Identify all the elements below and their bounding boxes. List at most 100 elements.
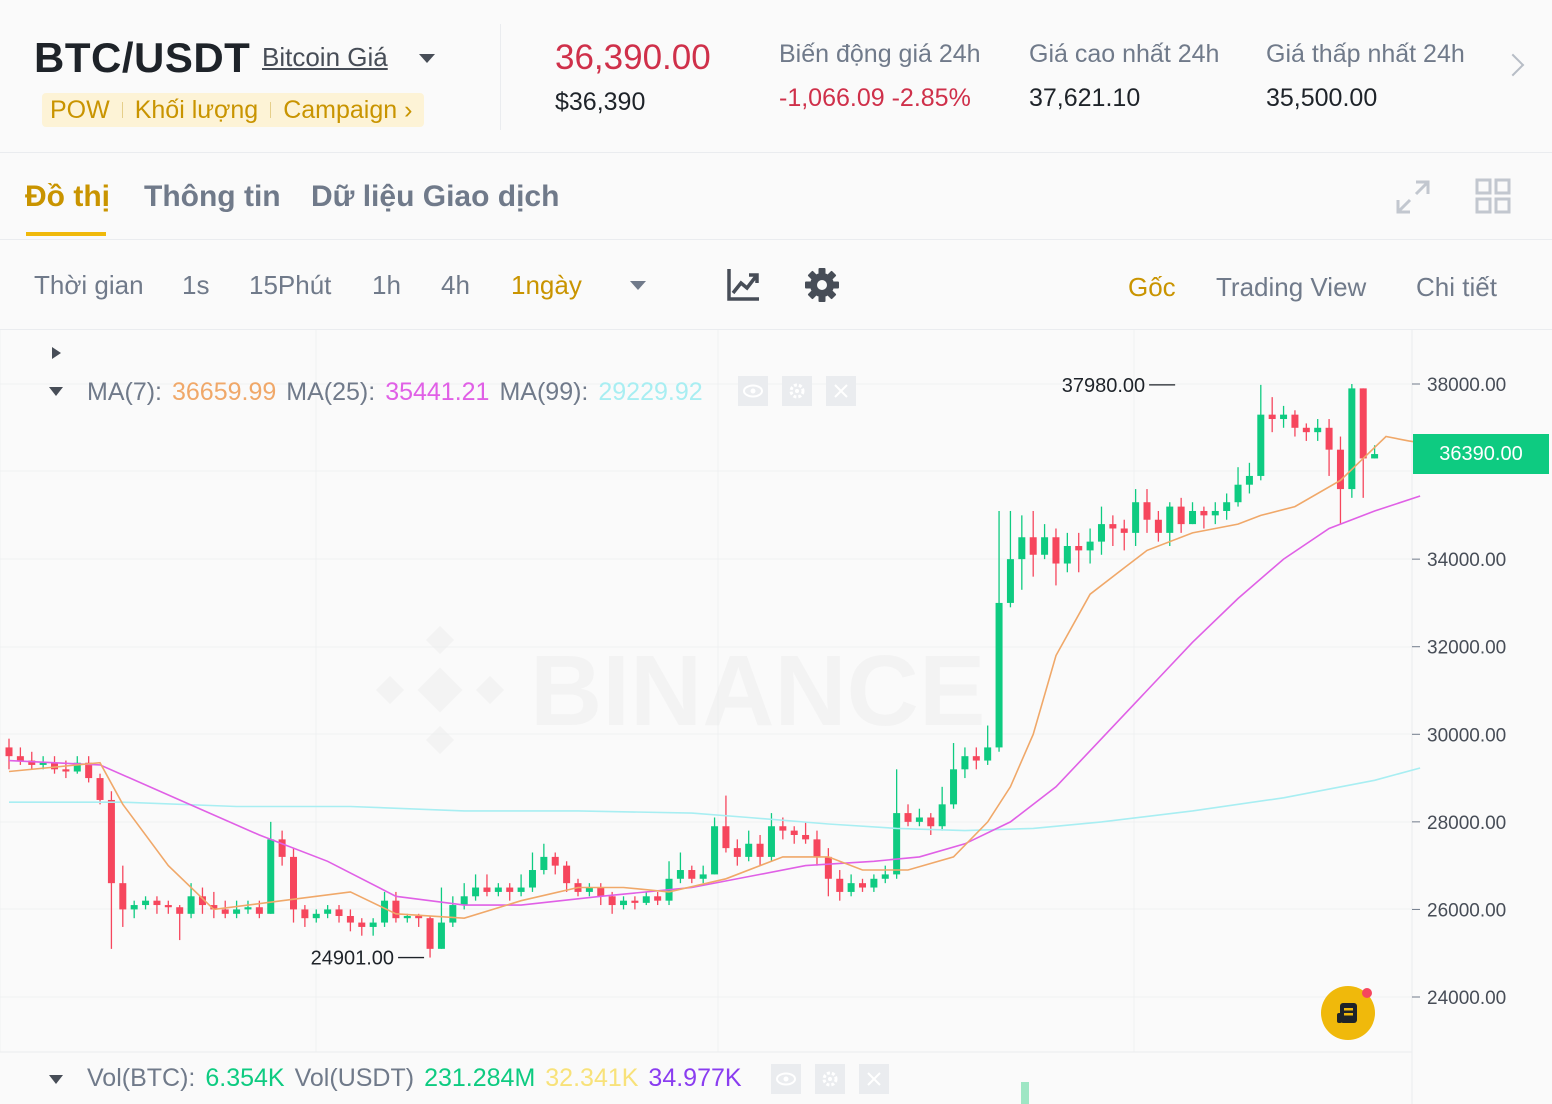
candle-down [927,817,935,827]
view-tradingview[interactable]: Trading View [1216,272,1367,302]
candle-up [1166,506,1174,533]
stat-label-high: Giá cao nhất 24h [1029,40,1220,68]
collapse-toggle-icon[interactable] [50,344,64,362]
candle-down [176,907,184,914]
tag-pow[interactable]: POW [50,95,110,124]
notification-dot [1362,988,1372,998]
expand-icon[interactable] [1394,178,1432,216]
ma-legend-toggle-icon[interactable] [48,385,64,399]
candle-down [756,843,764,857]
vol-usdt-value: 231.284M [424,1064,536,1092]
last-price-usd: $36,390 [555,88,646,116]
interval-1h[interactable]: 1h [372,270,401,300]
candle-down [107,799,115,884]
candle-down [1075,546,1083,551]
view-original[interactable]: Gốc [1128,272,1176,302]
candle-down [16,756,24,761]
candle-up [1211,510,1219,516]
grid-layout-icon[interactable] [1475,178,1511,214]
candle-down [96,778,104,800]
candle-down [722,826,730,849]
settings-gear-icon[interactable] [803,266,841,304]
binance-watermark: BINANCE [375,625,986,755]
vol-btc-value: 6.354K [205,1064,285,1092]
candle-up [403,915,411,919]
tab-active-indicator [26,232,106,236]
candle-up [1063,546,1071,564]
candle-down [972,756,980,761]
candle-down [1177,506,1185,525]
candle-down [278,839,286,857]
candle-down [164,905,172,908]
stat-label-low: Giá thấp nhất 24h [1266,40,1465,68]
candle-up [73,762,81,772]
candle-up [494,887,502,892]
market-header [0,0,1552,153]
candle-down [836,878,844,892]
ma7-value: 36659.99 [172,378,277,406]
candle-down [153,900,161,906]
candle-up [1348,388,1356,490]
view-depth[interactable]: Chi tiết [1416,272,1497,302]
candle-up [711,826,719,875]
candle-down [198,896,206,906]
candle-down [1029,537,1037,555]
price-axis: 24000.00 26000.00 28000.00 30000.00 32000.00… [1412,375,1506,1009]
indicator-settings-icon[interactable] [782,376,812,406]
close-icon[interactable] [826,376,856,406]
annotation-label: 37980.00 [1062,375,1145,397]
candle-up [893,813,901,875]
candle-up [1086,541,1094,551]
eye-icon[interactable] [738,376,768,406]
candle-up [881,874,889,879]
interval-dropdown-icon[interactable] [630,281,646,290]
interval-label: Thời gian [34,270,144,300]
indicator-icon[interactable] [725,267,761,303]
chevron-down-icon[interactable] [419,54,435,63]
candle-up [938,804,946,827]
volume-bar [1021,1082,1029,1104]
y-tick-label: 24000.00 [1427,988,1506,1009]
candle-up [676,870,684,879]
candle-up [1257,414,1265,476]
volume-legend-toggle-icon[interactable] [48,1073,64,1087]
candle-up [540,856,548,871]
candle-down [790,830,798,835]
y-tick-label: 34000.00 [1427,550,1506,571]
candle-up [437,922,445,949]
tab-chart[interactable]: Đồ thị [25,180,110,213]
candle-down [733,848,741,857]
tag-volume[interactable]: Khối lượng [134,95,259,124]
ma25-value: 35441.21 [385,378,490,406]
tab-info[interactable]: Thông tin [144,180,281,213]
vol-close-icon[interactable] [859,1064,889,1094]
candle-up [1234,484,1242,503]
interval-4h[interactable]: 4h [441,270,470,300]
y-tick-label: 32000.00 [1427,638,1506,659]
candle-up [984,747,992,761]
candle-up [142,900,150,906]
tab-trading-data[interactable]: Dữ liệu Giao dịch [311,180,560,213]
candle-down [335,909,343,916]
coin-info-link[interactable]: Bitcoin Giá [262,42,388,72]
interval-15m[interactable]: 15Phút [249,270,332,300]
interval-1d[interactable]: 1ngày [511,270,582,300]
candle-down [802,834,810,840]
last-price: 36,390.00 [555,38,711,77]
candle-up [528,870,536,888]
candle-down [1109,524,1117,529]
candle-up [460,896,468,906]
tag-campaign[interactable]: Campaign › [283,95,413,124]
candle-down [904,813,912,822]
annotation-label: 24901.00 [311,948,394,970]
candle-down [813,839,821,857]
candle-up [745,843,753,857]
candle-down [859,883,866,888]
vol-eye-icon[interactable] [771,1064,801,1094]
candlestick-chart[interactable]: BINANCE 24000.00 26000.00 28000.00 30000.00… [0,330,1552,1104]
interval-1s[interactable]: 1s [182,270,210,300]
stat-label-change: Biến động giá 24h [779,40,981,68]
candle-up [1280,414,1288,420]
candle-down [1291,414,1299,428]
vol-settings-icon[interactable] [815,1064,845,1094]
